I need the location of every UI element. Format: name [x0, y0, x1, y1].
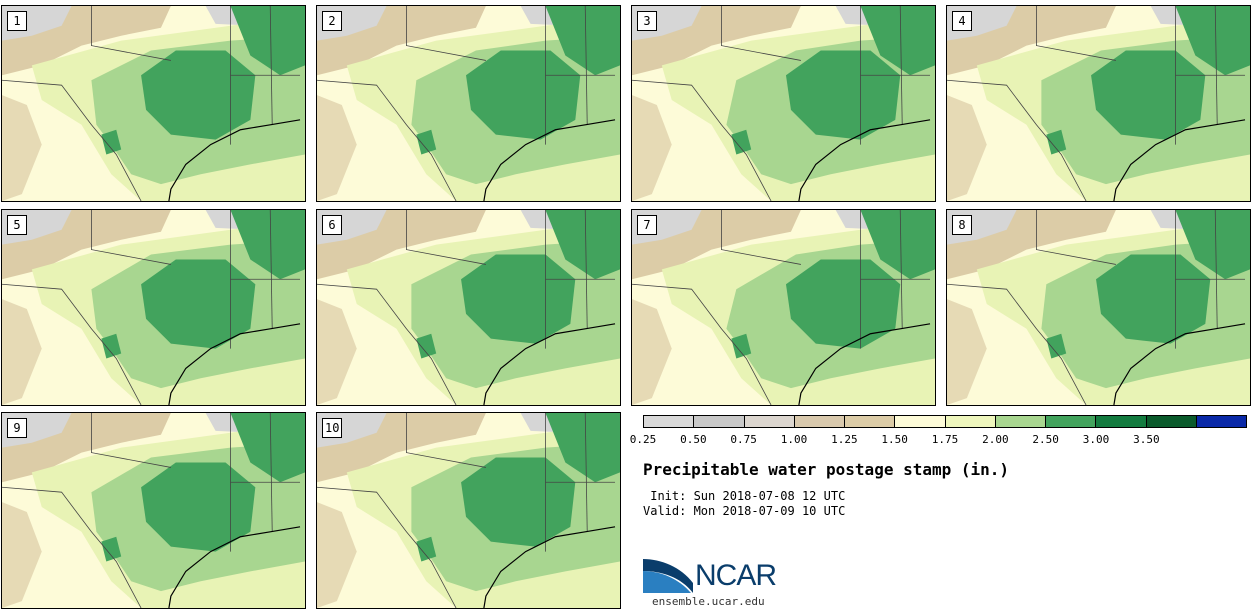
member-number: 5 — [7, 215, 27, 235]
colorbar-segment — [1196, 416, 1246, 427]
colorbar-tick-label: 0.50 — [680, 433, 707, 446]
ensemble-member-9: 9 — [1, 412, 306, 609]
ncar-logo: NCAR — [643, 553, 803, 603]
ncar-wordmark: NCAR — [695, 559, 777, 592]
ensemble-member-7: 7 — [631, 209, 936, 406]
member-number: 8 — [952, 215, 972, 235]
map-title: Precipitable water postage stamp (in.) — [643, 460, 1010, 479]
ensemble-member-5: 5 — [1, 209, 306, 406]
member-number: 6 — [322, 215, 342, 235]
colorbar-segment — [1146, 416, 1197, 427]
time-info: Init: Sun 2018-07-08 12 UTC Valid: Mon 2… — [643, 489, 845, 519]
ensemble-member-10: 10 — [316, 412, 621, 609]
colorbar-tick-label: 1.75 — [931, 433, 959, 446]
colorbar-segment — [694, 416, 745, 427]
colorbar-tick-label: 3.00 — [1082, 433, 1110, 446]
ensemble-member-3: 3 — [631, 5, 936, 202]
member-number: 7 — [637, 215, 657, 235]
member-number: 2 — [322, 11, 342, 31]
colorbar-segment — [1046, 416, 1097, 427]
colorbar-segment — [895, 416, 946, 427]
site-url: ensemble.ucar.edu — [652, 595, 765, 608]
ensemble-member-8: 8 — [946, 209, 1251, 406]
valid-time: Valid: Mon 2018-07-09 10 UTC — [643, 504, 846, 518]
ensemble-member-1: 1 — [1, 5, 306, 202]
colorbar-tick-label: 1.25 — [831, 433, 858, 446]
colorbar-segment — [744, 416, 795, 427]
colorbar-segment — [945, 416, 996, 427]
init-time: Init: Sun 2018-07-08 12 UTC — [643, 489, 846, 503]
ensemble-member-6: 6 — [316, 209, 621, 406]
colorbar-tick-label: 2.00 — [982, 433, 1009, 446]
ncar-swoosh-icon — [643, 559, 693, 593]
ensemble-member-2: 2 — [316, 5, 621, 202]
colorbar-tick-label: 0.25 — [629, 433, 657, 446]
colorbar-segment — [995, 416, 1046, 427]
colorbar-tick-label: 3.50 — [1133, 433, 1160, 446]
colorbar-tick-label: 0.75 — [730, 433, 757, 446]
colorbar-tick-label: 2.50 — [1032, 433, 1059, 446]
colorbar-segment — [1096, 416, 1147, 427]
member-number: 10 — [322, 418, 343, 438]
member-number: 3 — [637, 11, 657, 31]
member-number: 1 — [7, 11, 27, 31]
colorbar-segment — [644, 416, 695, 427]
colorbar-tick-label: 1.50 — [881, 433, 908, 446]
colorbar — [643, 415, 1247, 428]
colorbar-segment — [794, 416, 845, 427]
ensemble-member-4: 4 — [946, 5, 1251, 202]
member-number: 9 — [7, 418, 27, 438]
colorbar-segment — [845, 416, 896, 427]
member-number: 4 — [952, 11, 972, 31]
colorbar-tick-label: 1.00 — [780, 433, 808, 446]
